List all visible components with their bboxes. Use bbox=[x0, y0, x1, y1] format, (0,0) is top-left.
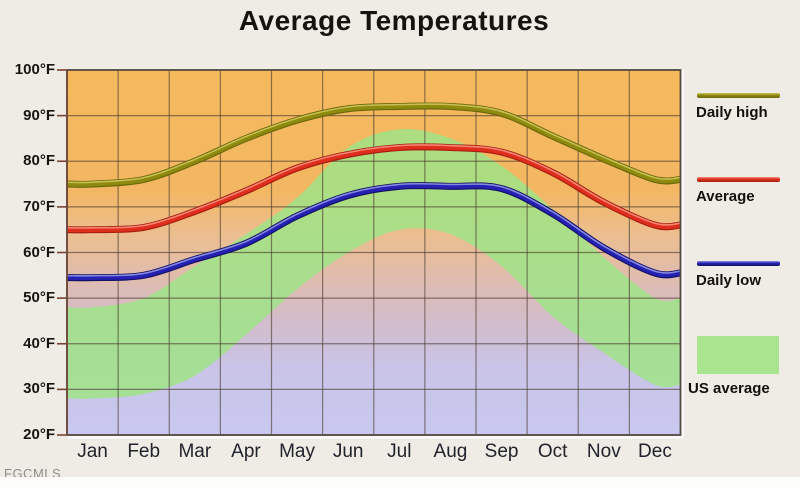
x-axis-label-mar: Mar bbox=[178, 441, 212, 462]
line-daily-low bbox=[66, 182, 681, 282]
y-axis-label: 60°F bbox=[23, 243, 55, 261]
y-axis-label: 40°F bbox=[23, 334, 55, 352]
daily-high-line-swatch bbox=[697, 93, 780, 98]
x-axis-label-oct: Oct bbox=[537, 441, 568, 462]
y-axis-ticks bbox=[57, 69, 66, 436]
y-axis-label: 30°F bbox=[23, 380, 55, 398]
line-daily-high bbox=[66, 102, 681, 188]
x-axis-label-jul: Jul bbox=[387, 441, 412, 462]
chart-title: Average Temperatures bbox=[238, 5, 550, 36]
average-line-swatch bbox=[697, 177, 780, 182]
x-axis-label-jun: Jun bbox=[332, 441, 364, 462]
x-axis-label-jan: Jan bbox=[77, 441, 108, 462]
daily-low-line-swatch bbox=[697, 261, 780, 266]
y-axis-label: 90°F bbox=[23, 106, 55, 124]
bottom-strip bbox=[0, 477, 800, 488]
x-axis-label-apr: Apr bbox=[231, 441, 261, 462]
y-axis-label: 20°F bbox=[23, 426, 55, 443]
y-axis-label: 50°F bbox=[23, 289, 55, 307]
y-axis-label: 100°F bbox=[14, 61, 55, 78]
legend-label-us-average: US average bbox=[688, 380, 770, 397]
x-axis-label-feb: Feb bbox=[127, 441, 161, 462]
line-average bbox=[66, 143, 681, 234]
x-axis-label-sep: Sep bbox=[484, 441, 519, 462]
y-axis-label: 80°F bbox=[23, 152, 55, 170]
x-axis-label-nov: Nov bbox=[586, 441, 621, 462]
us-average-band-swatch bbox=[697, 336, 779, 374]
legend-label-average: Average bbox=[696, 188, 755, 205]
legend-label-daily-high: Daily high bbox=[696, 104, 768, 121]
x-axis-label-may: May bbox=[279, 441, 316, 462]
x-axis-label-aug: Aug bbox=[433, 441, 468, 462]
x-axis-label-dec: Dec bbox=[638, 441, 672, 462]
legend-label-daily-low: Daily low bbox=[696, 272, 762, 289]
y-axis-label: 70°F bbox=[23, 197, 55, 215]
